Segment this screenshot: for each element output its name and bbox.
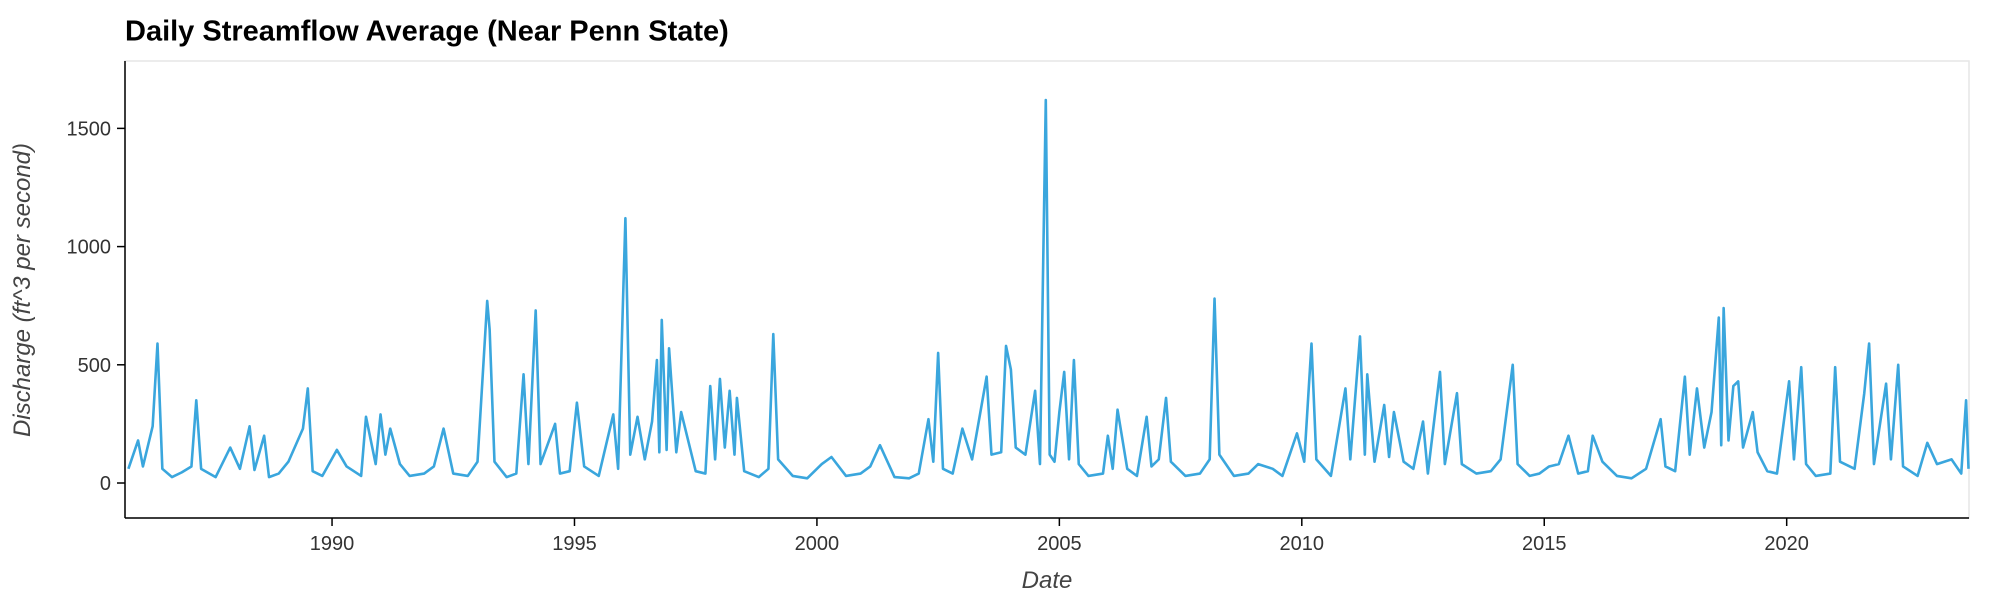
series-line xyxy=(127,98,1970,480)
y-tick-label: 0 xyxy=(100,473,111,495)
chart-title: Daily Streamflow Average (Near Penn Stat… xyxy=(125,16,729,48)
x-tick-label: 2010 xyxy=(1280,533,1325,555)
x-tick-label: 2020 xyxy=(1764,533,1809,555)
x-tick-label: 1990 xyxy=(310,533,355,555)
x-tick-label: 1995 xyxy=(552,533,597,555)
x-tick-label: 2000 xyxy=(795,533,840,555)
y-axis-label: Discharge (ft^3 per second) xyxy=(9,143,36,437)
x-axis-label: Date xyxy=(1022,567,1073,594)
x-tick-label: 2005 xyxy=(1037,533,1082,555)
y-tick-label: 1500 xyxy=(67,118,112,140)
y-tick-label: 500 xyxy=(78,355,111,377)
y-tick-label: 1000 xyxy=(67,237,112,259)
x-tick-label: 2015 xyxy=(1522,533,1567,555)
